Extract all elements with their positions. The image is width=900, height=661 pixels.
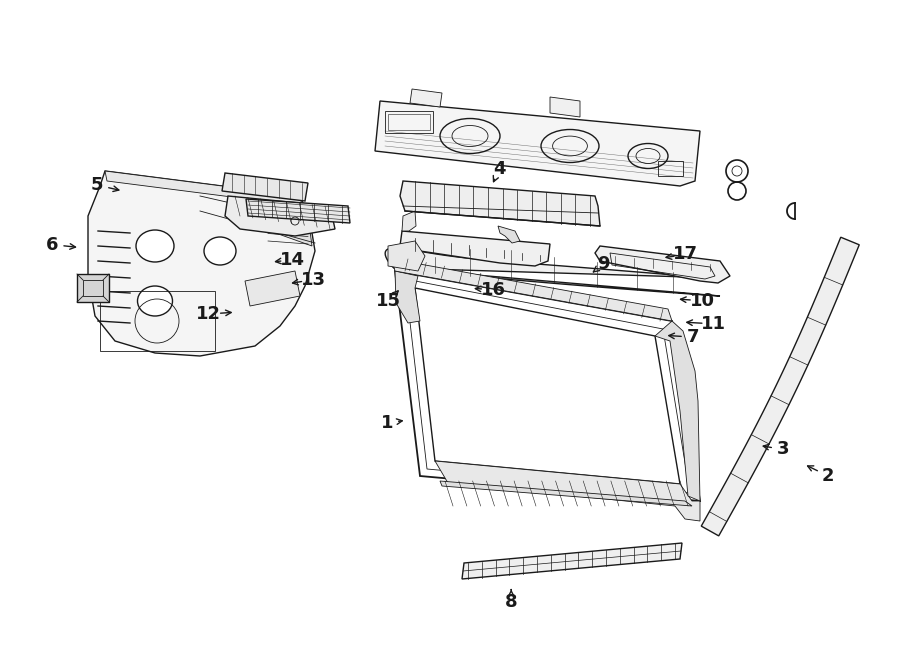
Polygon shape bbox=[701, 237, 860, 536]
Ellipse shape bbox=[204, 237, 236, 265]
Polygon shape bbox=[395, 271, 420, 323]
Text: 13: 13 bbox=[301, 270, 326, 289]
Polygon shape bbox=[392, 259, 672, 321]
Polygon shape bbox=[375, 101, 700, 186]
Polygon shape bbox=[498, 226, 520, 243]
Bar bbox=[385, 111, 433, 133]
Polygon shape bbox=[222, 173, 308, 201]
Polygon shape bbox=[388, 241, 425, 271]
Polygon shape bbox=[225, 196, 335, 236]
Text: 5: 5 bbox=[91, 176, 104, 194]
Text: 8: 8 bbox=[505, 592, 518, 611]
Bar bbox=[100, 291, 215, 351]
Bar bbox=[83, 280, 103, 296]
Ellipse shape bbox=[136, 230, 174, 262]
Polygon shape bbox=[595, 246, 730, 283]
Text: 11: 11 bbox=[701, 315, 726, 333]
Polygon shape bbox=[385, 248, 720, 296]
Text: 1: 1 bbox=[381, 414, 393, 432]
Polygon shape bbox=[265, 206, 312, 246]
Polygon shape bbox=[400, 181, 600, 226]
Polygon shape bbox=[435, 461, 700, 521]
Bar bbox=[388, 114, 430, 130]
Polygon shape bbox=[88, 171, 315, 356]
Text: 16: 16 bbox=[481, 280, 506, 299]
Text: 4: 4 bbox=[493, 159, 506, 178]
Polygon shape bbox=[410, 89, 442, 107]
Text: 10: 10 bbox=[689, 292, 715, 310]
Text: 15: 15 bbox=[376, 292, 401, 310]
Polygon shape bbox=[462, 543, 682, 579]
Polygon shape bbox=[105, 171, 302, 206]
Text: 7: 7 bbox=[687, 328, 699, 346]
Polygon shape bbox=[246, 199, 350, 223]
Polygon shape bbox=[655, 321, 700, 501]
Polygon shape bbox=[402, 211, 416, 231]
Bar bbox=[658, 161, 683, 176]
Polygon shape bbox=[245, 271, 300, 306]
Text: 9: 9 bbox=[597, 255, 609, 274]
Text: 17: 17 bbox=[673, 245, 698, 264]
Ellipse shape bbox=[138, 286, 173, 316]
Text: 6: 6 bbox=[46, 235, 58, 254]
Text: 12: 12 bbox=[196, 305, 221, 323]
Bar bbox=[77, 274, 109, 302]
Polygon shape bbox=[415, 288, 680, 484]
Text: 2: 2 bbox=[822, 467, 834, 485]
Text: 14: 14 bbox=[280, 251, 305, 269]
Polygon shape bbox=[400, 231, 550, 266]
Text: 3: 3 bbox=[777, 440, 789, 459]
Polygon shape bbox=[550, 97, 580, 117]
Polygon shape bbox=[440, 481, 692, 506]
